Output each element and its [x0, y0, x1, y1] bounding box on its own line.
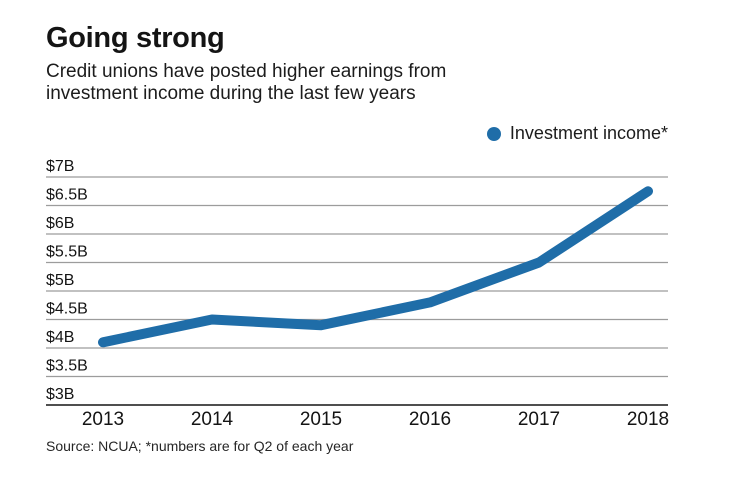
y-axis-tick-label: $6B: [46, 215, 74, 232]
legend-label: Investment income*: [509, 123, 668, 143]
chart-subtitle-line-2: investment income during the last few ye…: [46, 83, 416, 104]
x-axis-tick-label: 2017: [518, 409, 560, 430]
chart-subtitle-line-1: Credit unions have posted higher earning…: [46, 61, 447, 82]
x-axis-tick-label: 2015: [300, 409, 342, 430]
x-axis-tick-label: 2013: [82, 409, 124, 430]
y-axis-tick-label: $7B: [46, 158, 74, 175]
y-axis-tick-label: $3B: [46, 386, 74, 403]
series-line-investment-income: [98, 186, 653, 348]
y-axis-tick-label: $3.5B: [46, 358, 88, 375]
y-axis-tick-label: $4B: [46, 329, 74, 346]
y-axis-tick-label: $5B: [46, 272, 74, 289]
x-axis-tick-label: 2018: [627, 409, 669, 430]
y-axis-tick-label: $5.5B: [46, 244, 88, 261]
x-axis-tick-label: 2016: [409, 409, 451, 430]
source-note: Source: NCUA; *numbers are for Q2 of eac…: [46, 438, 354, 454]
chart-title: Going strong: [46, 22, 225, 54]
y-axis-tick-label: $4.5B: [46, 301, 88, 318]
chart-subtitle: Credit unions have posted higher earning…: [46, 61, 446, 105]
x-axis-tick-label: 2014: [191, 409, 234, 430]
legend: Investment income*: [486, 123, 668, 144]
legend-marker-icon: [486, 126, 501, 141]
y-axis-tick-label: $6.5B: [46, 187, 88, 204]
